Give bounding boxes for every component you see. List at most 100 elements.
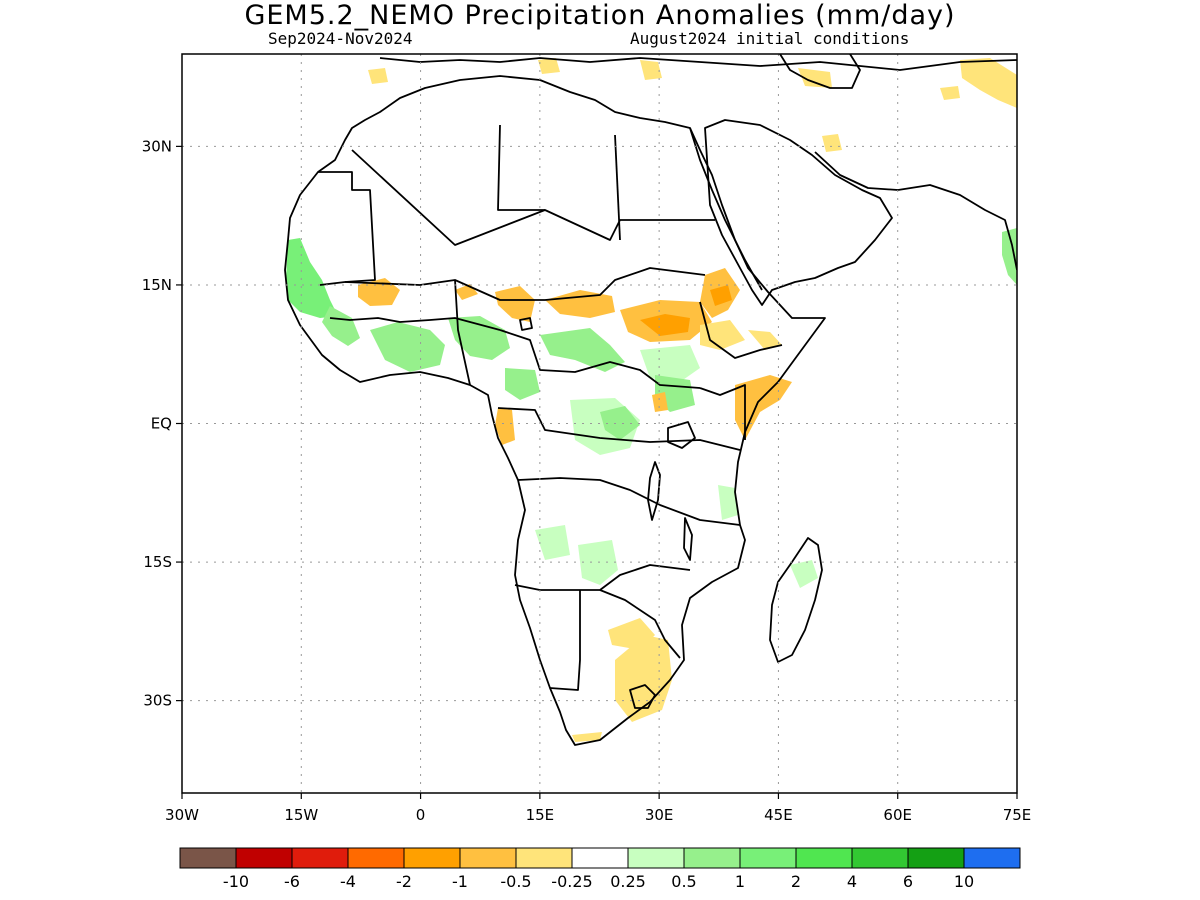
colorbar-swatch [347,847,405,869]
anomaly-car-wet [540,328,625,372]
anomaly-layer [286,58,1017,742]
anomaly-south-africa-dry [615,635,672,722]
border-kenya [699,384,746,440]
colorbar-label: -1 [452,872,468,891]
anomaly-sierra-leone-wet [322,306,360,346]
colorbar-label: 0.25 [610,872,646,891]
asia-coastline [814,151,1017,271]
lake-victoria [667,421,696,449]
border-algeria-libya [497,124,545,211]
lon-tick-label: 60E [883,806,912,824]
lon-tick-label: 45E [764,806,793,824]
europe-coastline [379,57,1017,71]
lat-tick-label: 30S [143,692,172,710]
colorbar-label: 1 [735,872,745,891]
anomaly-somalia-dry [748,330,782,350]
border-libya-egypt [614,134,621,241]
anomaly-cameroon-wet [505,368,540,400]
colorbar-swatch [459,847,517,869]
colorbar-label: -2 [396,872,412,891]
axis-ticks [176,145,1018,799]
border-namibia [549,590,581,691]
anomaly-ethiopia-east-dry [700,320,745,350]
anomaly-sudan-core-dry [640,314,690,336]
colorbar-label: 6 [903,872,913,891]
anomaly-angola-wet [535,525,570,560]
border-nigeria [454,279,471,386]
anomaly-coast-wet [370,322,445,372]
anomaly-drc-east-wet [600,406,640,440]
madagascar-coastline [769,537,823,663]
lat-tick-label: 30N [142,137,172,155]
anomaly-tanzania-wet [718,485,738,520]
anomaly-chad-dry [545,290,615,318]
border-botswana [599,589,681,659]
colorbar-label: 4 [847,872,857,891]
map-title: GEM5.2_NEMO Precipitation Anomalies (mm/… [244,0,956,31]
anomaly-lake-victoria-dry [652,392,668,412]
colorbar-swatch [627,847,685,869]
lon-tick-label: 75E [1003,806,1032,824]
anomaly-afghan-dry [940,86,960,100]
anomaly-tunisia-dry [538,58,560,74]
lon-tick-label: 15W [284,806,318,824]
colorbar-label: 0.5 [671,872,696,891]
colorbar-swatch [739,847,797,869]
lat-tick-label: EQ [151,415,172,433]
colorbar-swatch [795,847,853,869]
colorbar-label: 10 [954,872,974,891]
arabia-coastline [704,119,893,306]
lon-tick-label: 30W [165,806,199,824]
anomaly-gabon-dry [495,408,515,445]
border-north-africa [351,149,715,246]
anomaly-cape-dry [572,732,602,742]
anomaly-west-africa-wet [286,238,338,318]
lon-tick-label: 0 [416,806,426,824]
anomaly-niger-dry [455,284,478,300]
colorbar-swatch [403,847,461,869]
border-sahel [344,267,706,301]
colorbar-swatch [571,847,629,869]
gridlines [182,54,1017,793]
anomaly-pakistan-dry [960,58,1017,108]
anomaly-morocco-dry [368,68,388,84]
lesotho-border [629,684,656,709]
axis-tick-labels: 30W 15W 0 15E 30E 45E 60E 75E 30N 15N EQ 15S 30S [142,137,1032,824]
colorbar-label: -10 [223,872,249,891]
border-coastal-states [329,317,501,331]
lon-tick-label: 15E [526,806,555,824]
coastline-layer [284,54,1017,746]
anomaly-madagascar-wet [790,560,818,588]
colorbar-labels: -10 -6 -4 -2 -1 -0.5 -0.25 0.25 0.5 1 2 4 6 10 [223,872,974,891]
init-conditions-label: August2024 initial conditions [630,29,910,48]
lat-tick-label: 15N [142,276,172,294]
colorbar-swatch [179,847,237,869]
border-horn [699,301,783,359]
anomaly-nigeria-north-dry [495,286,535,322]
colorbar-label: -0.5 [500,872,531,891]
anomaly-iran-dry [798,68,832,88]
anomaly-arabia-dry [822,134,842,152]
anomaly-mali-dry [358,278,400,306]
border-mauritania [318,171,376,286]
anomaly-india-wet [1002,228,1017,285]
colorbar-swatch [907,847,965,869]
colorbar-label: -0.25 [551,872,592,891]
colorbar-swatch [683,847,741,869]
season-label: Sep2024-Nov2024 [268,29,413,48]
colorbar-swatch [235,847,293,869]
colorbar-swatch [291,847,349,869]
lat-tick-label: 15S [143,553,172,571]
colorbar-swatch [963,847,1021,869]
lake-chad [519,317,533,331]
colorbar-label: -4 [340,872,356,891]
caspian-coastline [779,54,861,89]
border-red-sea [689,127,763,291]
anomaly-turkey-dry [640,60,662,80]
lake-malawi [683,517,693,561]
lon-tick-label: 30E [645,806,674,824]
border-central [499,329,701,389]
lake-tanganyika [647,461,661,521]
anomaly-nigeria-wet [448,316,510,360]
border-southern [517,477,741,526]
